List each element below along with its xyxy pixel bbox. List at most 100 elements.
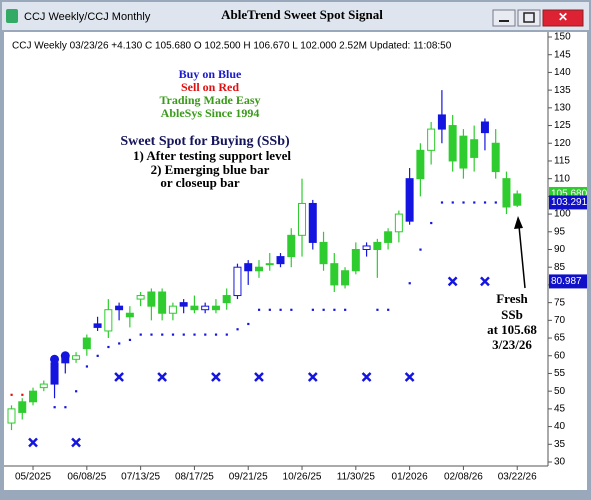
candle-body: [319, 241, 328, 265]
stop-dot: [247, 322, 250, 326]
stop-dot: [171, 333, 175, 336]
x-tick-label: 09/21/25: [229, 472, 268, 483]
candle-body: [362, 245, 371, 250]
stop-dot: [268, 308, 271, 311]
y-tick-label: 50: [554, 386, 566, 397]
candle-body: [125, 312, 134, 318]
annotation: Sell on Red: [181, 80, 239, 94]
candle-body: [39, 383, 48, 389]
y-tick-label: 135: [554, 85, 571, 96]
stop-dot: [419, 248, 422, 251]
annotation: 3/23/26: [492, 337, 532, 352]
minimize-button[interactable]: [492, 9, 516, 27]
close-icon: ✕: [558, 10, 568, 24]
candle-body: [72, 355, 81, 360]
stop-dot: [53, 406, 56, 409]
x-mark: [307, 372, 318, 382]
x-mark: [404, 372, 415, 382]
candle-body: [384, 231, 393, 243]
maximize-icon: [523, 12, 535, 23]
x-mark: [28, 437, 38, 448]
title-bar: [2, 2, 589, 30]
stop-dot: [236, 328, 239, 331]
arrow-line: [518, 225, 526, 289]
y-tick-label: 65: [554, 333, 566, 344]
candle-body: [29, 390, 38, 403]
stop-dot: [204, 333, 207, 336]
x-tick-label: 01/2026: [392, 472, 429, 483]
chart-header: CCJ Weekly 03/23/26 +4.130 C 105.680 O 1…: [12, 41, 452, 52]
stop-dot: [440, 201, 444, 204]
candle-body: [276, 256, 285, 265]
y-tick-label: 140: [554, 67, 571, 78]
y-tick-label: 40: [554, 421, 566, 432]
x-mark: [447, 276, 458, 287]
x-tick-label: 11/30/25: [337, 472, 376, 483]
candle-body: [513, 193, 522, 206]
stop-dot: [161, 333, 164, 336]
x-tick-label: 08/17/25: [175, 472, 214, 483]
candle-body: [373, 241, 382, 251]
stop-dot: [96, 354, 99, 357]
annotation: Fresh: [496, 291, 528, 306]
candle-body: [254, 266, 263, 272]
candle-body: [244, 263, 253, 272]
y-tick-label: 110: [554, 173, 570, 184]
stop-dot: [128, 338, 132, 342]
stop-dot: [75, 390, 78, 393]
annotation: Sweet Spot for Buying (SSb): [120, 134, 290, 149]
candle-body: [480, 121, 489, 134]
x-mark: [71, 437, 81, 448]
y-tick-label: 70: [554, 315, 566, 326]
annotation: Trading Made Easy: [159, 93, 260, 107]
x-tick-label: 02/08/26: [444, 472, 483, 483]
close-button[interactable]: [542, 9, 584, 27]
stop-dot: [344, 308, 347, 311]
stop-dot: [279, 308, 282, 311]
x-mark: [157, 372, 168, 382]
y-tick-label: 90: [554, 244, 566, 255]
stop-dot: [483, 201, 487, 204]
stop-dot: [257, 308, 261, 311]
candle-body: [18, 401, 27, 413]
chart-area: [4, 32, 587, 490]
candle-body: [115, 305, 124, 311]
price-tag: [549, 195, 587, 210]
x-tick-label: 06/08/25: [67, 472, 106, 483]
stop-dot: [225, 333, 228, 336]
y-tick-label: 130: [554, 102, 571, 113]
stop-dot: [182, 333, 185, 336]
y-tick-label: 60: [554, 350, 566, 361]
candle-body: [416, 149, 425, 180]
candle-body: [136, 295, 145, 300]
stop-dot: [387, 308, 390, 311]
candle-body: [405, 178, 414, 222]
stop-dot: [451, 201, 454, 204]
candle-body: [82, 337, 91, 350]
candle-body: [287, 234, 296, 258]
arrow-head: [514, 216, 523, 229]
stop-dot: [494, 201, 497, 204]
y-tick-label: 35: [554, 439, 566, 450]
candle-body: [201, 305, 210, 311]
y-tick-label: 55: [554, 368, 566, 379]
stop-dot: [473, 201, 476, 204]
window-title: AbleTrend Sweet Spot Signal: [221, 7, 383, 22]
candle-body: [265, 263, 274, 266]
candle-body: [470, 139, 479, 158]
candle-body: [448, 125, 457, 162]
candle-body: [330, 263, 339, 286]
candle-body: [308, 202, 317, 243]
y-tick-label: 85: [554, 262, 566, 273]
candle-body: [179, 302, 188, 307]
annotation: AbleSys Since 1994: [161, 106, 260, 120]
y-tick-label: 75: [554, 297, 566, 308]
y-tick-label: 145: [554, 49, 571, 60]
stop-dot: [376, 308, 379, 311]
candle-body: [502, 178, 511, 208]
stop-dot: [408, 282, 411, 285]
candle-body: [491, 142, 500, 173]
y-tick-label: 95: [554, 226, 566, 237]
y-tick-label: 45: [554, 404, 566, 415]
